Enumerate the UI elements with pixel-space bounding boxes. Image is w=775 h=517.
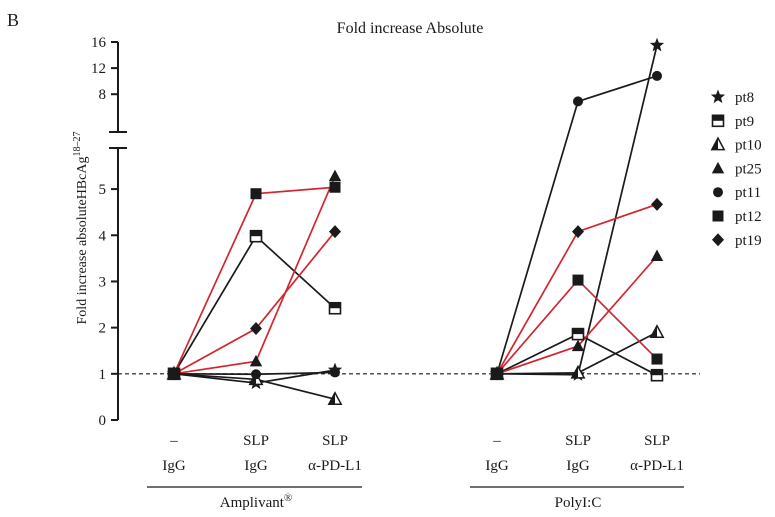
category-label-g1-c3-line1: SLP <box>322 433 348 449</box>
point-pt19-g2-c2 <box>572 225 584 239</box>
y-tick-label-lower-0: 0 <box>99 413 107 429</box>
chart-title: Fold increase Absolute <box>337 20 484 37</box>
y-tick-label-lower-5: 5 <box>99 182 107 198</box>
legend-marker-pt9 <box>711 114 725 128</box>
line-pt25-group-2 <box>496 255 658 375</box>
category-label-g1-c3-line2: α-PD-L1 <box>308 458 362 474</box>
line-pt19-group-1 <box>173 231 336 375</box>
series-markers <box>166 37 665 405</box>
point-pt12-g2-c3 <box>651 353 663 365</box>
y-tick-label-upper-1: 12 <box>91 61 106 77</box>
category-label-g2-c3-line1: SLP <box>644 433 670 449</box>
category-label-g2-c2-line2: IgG <box>566 458 589 474</box>
point-pt12-g2-c2 <box>572 274 584 286</box>
group-label-1: Amplivant® <box>220 492 293 511</box>
legend-label-pt9: pt9 <box>735 114 754 130</box>
point-pt25-g2-c3 <box>650 249 664 262</box>
point-pt11-g2-c2 <box>573 96 583 107</box>
category-label-g1-c2-line1: SLP <box>243 433 269 449</box>
line-pt25-group-1 <box>173 175 336 375</box>
point-pt19-g2-c3 <box>651 197 663 211</box>
category-label-g1-c1-line2: IgG <box>162 458 185 474</box>
legend-marker-pt12 <box>712 210 724 222</box>
panel-label: B <box>7 10 19 30</box>
y-tick-label-lower-1: 1 <box>99 367 107 383</box>
y-axis-label: Fold increase absoluteHBcAg18–27 <box>72 132 90 325</box>
point-pt10-g2-c2 <box>570 364 586 379</box>
y-tick-label-lower-4: 4 <box>99 228 107 244</box>
point-pt25-g2-c2 <box>571 339 585 352</box>
point-pt11-g1-c3 <box>330 367 340 378</box>
point-pt10-g2-c3 <box>649 324 665 339</box>
legend-marker-pt25 <box>711 161 725 174</box>
legend-label-pt10: pt10 <box>735 138 762 154</box>
category-label-g2-c1-line2: IgG <box>485 458 508 474</box>
legend-label-pt19: pt19 <box>735 233 762 249</box>
point-pt19-g2-c1 <box>491 367 503 381</box>
legend-marker-pt19 <box>712 233 724 247</box>
y-tick-label-lower-2: 2 <box>99 321 107 337</box>
y-tick-label-lower-3: 3 <box>99 274 107 290</box>
point-pt19-g1-c3 <box>329 225 341 239</box>
category-label-g2-c1-line1: – <box>492 433 501 449</box>
category-label-g1-c2-line2: IgG <box>244 458 267 474</box>
legend-marker-pt10 <box>710 136 726 151</box>
line-pt9-group-1 <box>173 234 336 375</box>
group-label-2: PolyI:C <box>555 495 602 511</box>
point-pt19-g1-c2 <box>250 322 262 336</box>
point-pt19-g1-c1 <box>168 367 180 381</box>
point-pt12-g1-c3 <box>329 181 341 193</box>
point-pt8-g2-c3 <box>649 37 665 52</box>
legend-marker-pt11 <box>713 187 723 198</box>
legend-label-pt12: pt12 <box>735 209 762 225</box>
point-pt9-g2-c3 <box>650 368 664 382</box>
point-pt9-g1-c2 <box>249 229 263 243</box>
legend-label-pt11: pt11 <box>735 185 761 201</box>
legend: pt8 pt9 pt10 pt25 pt11 pt12 pt19 <box>710 89 762 249</box>
y-tick-label-upper-2: 16 <box>91 35 107 51</box>
point-pt11-g1-c2 <box>251 369 261 380</box>
y-tick-label-upper-0: 8 <box>99 87 107 103</box>
legend-label-pt8: pt8 <box>735 90 754 106</box>
point-pt11-g2-c3 <box>652 70 662 81</box>
line-pt8-group-2 <box>496 45 658 376</box>
point-pt25-g1-c3 <box>328 169 342 182</box>
legend-marker-pt8 <box>710 89 726 104</box>
point-pt12-g1-c2 <box>250 188 262 200</box>
legend-label-pt25: pt25 <box>735 161 762 177</box>
point-pt25-g1-c2 <box>249 354 263 367</box>
series-lines <box>173 45 658 401</box>
category-labels: – IgG SLP IgG SLP α-PD-L1 Amplivant® – IgG SLP IgG… <box>147 433 684 511</box>
line-pt12-group-1 <box>173 186 336 375</box>
category-label-g2-c3-line2: α-PD-L1 <box>630 458 684 474</box>
category-label-g1-c1-line1: – <box>169 433 178 449</box>
point-pt9-g2-c2 <box>571 327 585 341</box>
point-pt10-g1-c3 <box>327 391 343 405</box>
category-label-g2-c2-line1: SLP <box>565 433 591 449</box>
point-pt9-g1-c3 <box>328 301 342 315</box>
